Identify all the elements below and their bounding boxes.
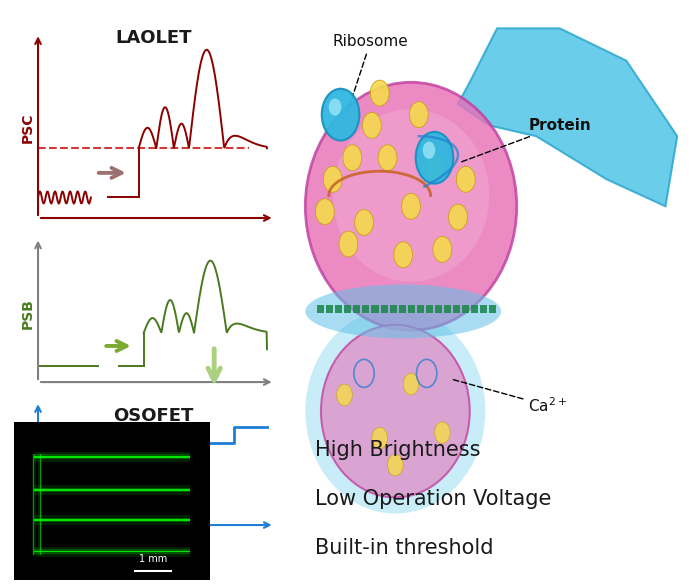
Ellipse shape [305,82,517,331]
Bar [462,305,469,313]
Bar [489,305,496,313]
Circle shape [322,88,359,141]
Circle shape [423,142,435,159]
Circle shape [329,98,341,115]
Circle shape [435,422,450,444]
Text: Protein: Protein [461,118,591,162]
Ellipse shape [321,325,470,498]
Text: Built-in threshold: Built-in threshold [315,539,493,558]
Text: Δ Current: Δ Current [22,432,34,500]
Circle shape [387,454,403,476]
Circle shape [315,199,334,224]
Bar [31,454,36,555]
Bar [40,454,41,555]
Bar [34,517,190,522]
Circle shape [363,113,381,138]
Circle shape [433,237,452,263]
Text: 1 mm: 1 mm [139,554,167,564]
Text: Ca$^{2+}$: Ca$^{2+}$ [453,380,567,415]
Bar [317,305,324,313]
Ellipse shape [305,309,485,513]
Bar [480,305,487,313]
Circle shape [402,193,420,219]
Bar [471,305,478,313]
Bar [371,305,378,313]
Text: Low Operation Voltage: Low Operation Voltage [315,489,552,509]
Bar [453,305,460,313]
Circle shape [339,231,358,257]
Bar [408,305,415,313]
Bar [34,454,190,459]
Circle shape [403,373,419,395]
Circle shape [354,210,373,236]
Polygon shape [458,28,677,206]
Circle shape [372,427,387,449]
Ellipse shape [333,109,489,282]
Circle shape [449,204,468,230]
Bar [362,305,370,313]
Text: PSB: PSB [21,298,35,329]
Text: PSC: PSC [21,113,35,143]
Bar [345,305,352,313]
Bar [336,305,343,313]
Bar [380,305,387,313]
Bar [34,515,190,525]
Bar [34,551,190,553]
Bar [353,305,361,313]
Bar [389,305,396,313]
Bar [417,305,424,313]
Circle shape [456,166,475,192]
Bar [444,305,451,313]
Bar [34,489,190,490]
Bar [435,305,442,313]
Text: Ribosome: Ribosome [333,34,408,107]
Circle shape [394,242,412,268]
Bar [38,454,43,555]
Circle shape [378,145,397,171]
Bar [34,452,190,462]
Bar [34,456,190,458]
Bar [33,454,34,555]
Circle shape [370,80,389,106]
Bar [34,485,190,495]
Ellipse shape [305,284,501,338]
Bar [426,305,433,313]
Circle shape [416,132,453,183]
Circle shape [343,145,361,171]
Text: OSOFET: OSOFET [114,407,194,425]
Bar [398,305,405,313]
Text: LAOLET: LAOLET [115,29,192,47]
Bar [326,305,333,313]
Bar [34,547,190,557]
Circle shape [324,166,342,192]
Bar [34,488,190,492]
Circle shape [337,384,352,406]
Circle shape [425,156,444,182]
Bar [34,519,190,521]
Circle shape [410,102,428,128]
Text: High Brightness: High Brightness [315,441,481,461]
Bar [34,549,190,554]
